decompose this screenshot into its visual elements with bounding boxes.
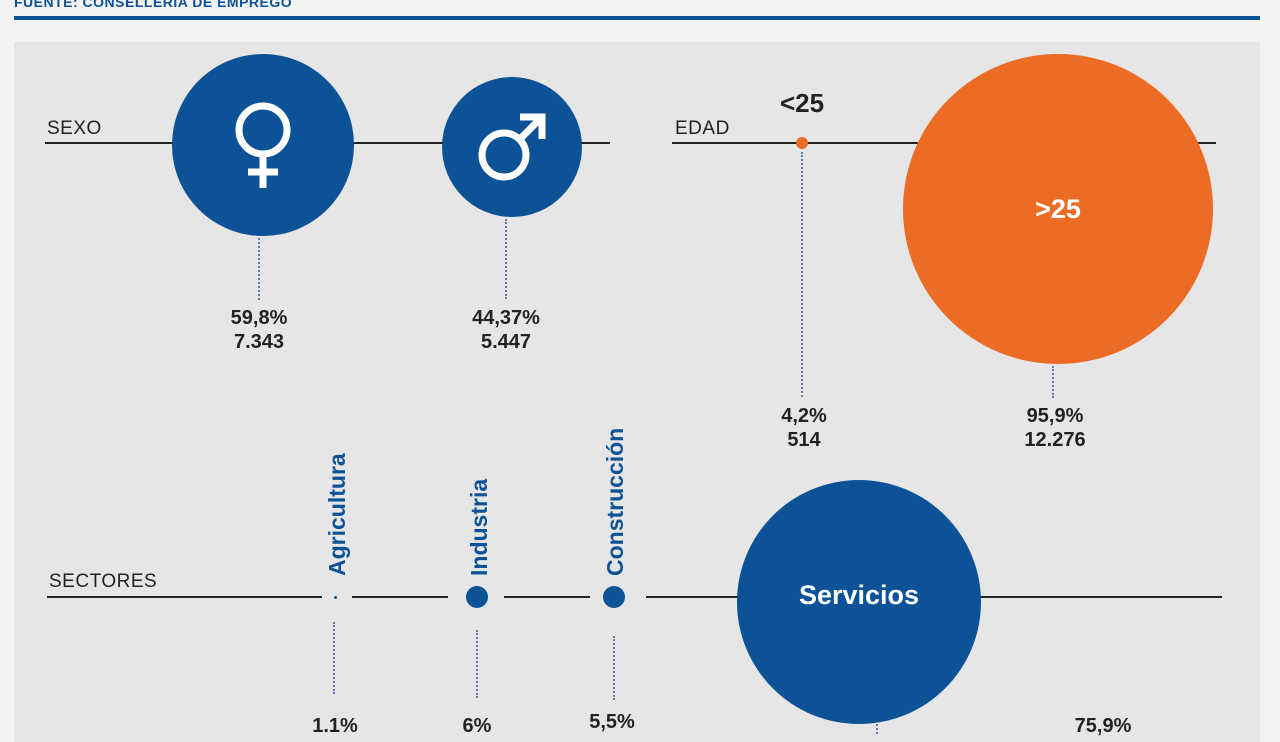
over25-value: 95,9% 12.276: [995, 404, 1115, 452]
industria-label: Industria: [466, 478, 492, 576]
over25-circle: >25: [903, 54, 1213, 364]
edad-label: EDAD: [675, 118, 730, 139]
construccion-pct: 5,5%: [589, 711, 635, 733]
male-count: 5.447: [480, 331, 532, 353]
construccion-label: Construcción: [602, 427, 628, 576]
header-rule: [14, 16, 1260, 20]
servicios-circle: [737, 480, 981, 724]
female-symbol-icon: [235, 102, 291, 188]
female-leader: [258, 238, 260, 300]
under25-label: <25: [780, 88, 825, 118]
male-circle: [442, 77, 582, 217]
over25-pct: 95,9%: [1026, 405, 1084, 427]
agricultura-leader: [333, 622, 335, 694]
servicios-label: Servicios: [798, 580, 920, 610]
female-value: 59,8% 7.343: [199, 306, 319, 354]
source-text: FUENTE: CONSELLERÍA DE EMPREGO: [14, 0, 293, 10]
agricultura-dot: [334, 596, 337, 599]
female-count: 7.343: [233, 331, 285, 353]
under25-pct: 4,2%: [781, 405, 827, 427]
male-value: 44,37% 5.447: [446, 306, 566, 354]
male-pct: 44,37%: [472, 307, 540, 329]
under25-dot: [796, 137, 808, 149]
agricultura-pct: 1.1%: [312, 715, 358, 737]
sectores-label: SECTORES: [49, 571, 162, 593]
agricultura-label: Agricultura: [324, 453, 350, 576]
industria-leader: [476, 630, 478, 698]
female-circle: [172, 54, 354, 236]
over25-count: 12.276: [1024, 429, 1086, 451]
male-symbol-icon: [478, 113, 546, 181]
female-pct: 59,8%: [230, 307, 288, 329]
over25-leader: [1052, 366, 1054, 398]
over25-label: >25: [1035, 193, 1081, 224]
construccion-leader: [613, 636, 615, 700]
servicios-pct: 75,9%: [1074, 715, 1132, 737]
agricultura-gap: [322, 587, 352, 607]
under25-count: 514: [787, 429, 821, 451]
industria-dot: [466, 586, 488, 608]
under25-leader: [801, 152, 803, 397]
industria-pct: 6%: [462, 715, 492, 737]
sexo-label: SEXO: [47, 118, 102, 139]
construccion-dot: [603, 586, 625, 608]
servicios-leader: [876, 724, 878, 734]
under25-value: 4,2% 514: [744, 404, 864, 452]
male-leader: [505, 219, 507, 299]
